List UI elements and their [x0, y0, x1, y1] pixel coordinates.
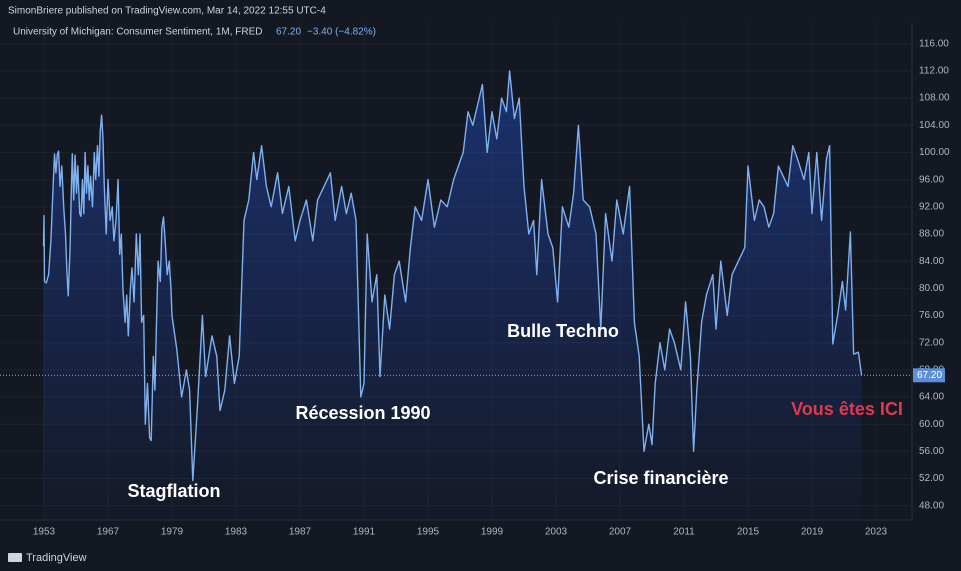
series-name: University of Michigan: Consumer Sentime…	[13, 27, 263, 38]
x-tick-label: 2011	[673, 527, 695, 538]
brand-logo[interactable]: TradingView	[8, 552, 87, 564]
y-tick-label: 108.00	[919, 93, 950, 104]
y-tick-label: 104.00	[919, 120, 950, 131]
x-tick-label: 1967	[97, 527, 120, 538]
x-tick-label: 1983	[225, 527, 248, 538]
legend-last-value: 67.20	[276, 27, 301, 38]
last-value-label: 67.20	[917, 370, 942, 381]
x-tick-label: 2003	[545, 527, 568, 538]
y-tick-label: 76.00	[919, 310, 944, 321]
y-tick-label: 84.00	[919, 256, 944, 267]
x-tick-label: 2023	[865, 527, 888, 538]
y-tick-label: 88.00	[919, 229, 944, 240]
last-value-box	[913, 368, 945, 383]
y-tick-label: 56.00	[919, 446, 944, 457]
y-tick-label: 80.00	[919, 283, 944, 294]
x-tick-label: 1999	[481, 527, 504, 538]
y-tick-label: 92.00	[919, 201, 944, 212]
x-tick-label: 2007	[609, 527, 632, 538]
brand: TradingView	[26, 552, 87, 564]
x-tick-label: 1987	[289, 527, 312, 538]
y-tick-label: 60.00	[919, 419, 944, 430]
chart-title: SimonBriere published on TradingView.com…	[8, 6, 326, 17]
annotation: Vous êtes ICI	[791, 399, 903, 419]
x-tick-label: 1991	[353, 527, 376, 538]
y-tick-label: 96.00	[919, 174, 944, 185]
annotation: Stagflation	[128, 481, 221, 501]
x-tick-label: 1979	[161, 527, 184, 538]
y-tick-label: 112.00	[919, 66, 949, 77]
y-tick-label: 100.00	[919, 147, 950, 158]
area-fill	[43, 70, 862, 521]
x-tick-label: 1953	[33, 527, 56, 538]
logo-icon	[8, 553, 22, 562]
y-tick-label: 52.00	[919, 473, 944, 484]
x-tick-label: 2015	[737, 527, 760, 538]
plot	[0, 70, 912, 521]
y-tick-label: 64.00	[919, 392, 944, 403]
annotation: Crise financière	[593, 468, 728, 488]
y-tick-label: 48.00	[919, 500, 944, 511]
y-tick-label: 116.00	[919, 38, 949, 49]
annotation: Bulle Techno	[507, 321, 619, 341]
legend-change: −3.40 (−4.82%)	[307, 27, 376, 38]
y-tick-label: 72.00	[919, 337, 944, 348]
line	[42, 70, 863, 482]
annotation: Récession 1990	[295, 403, 430, 423]
x-tick-label: 2019	[801, 527, 824, 538]
x-tick-label: 1995	[417, 527, 440, 538]
